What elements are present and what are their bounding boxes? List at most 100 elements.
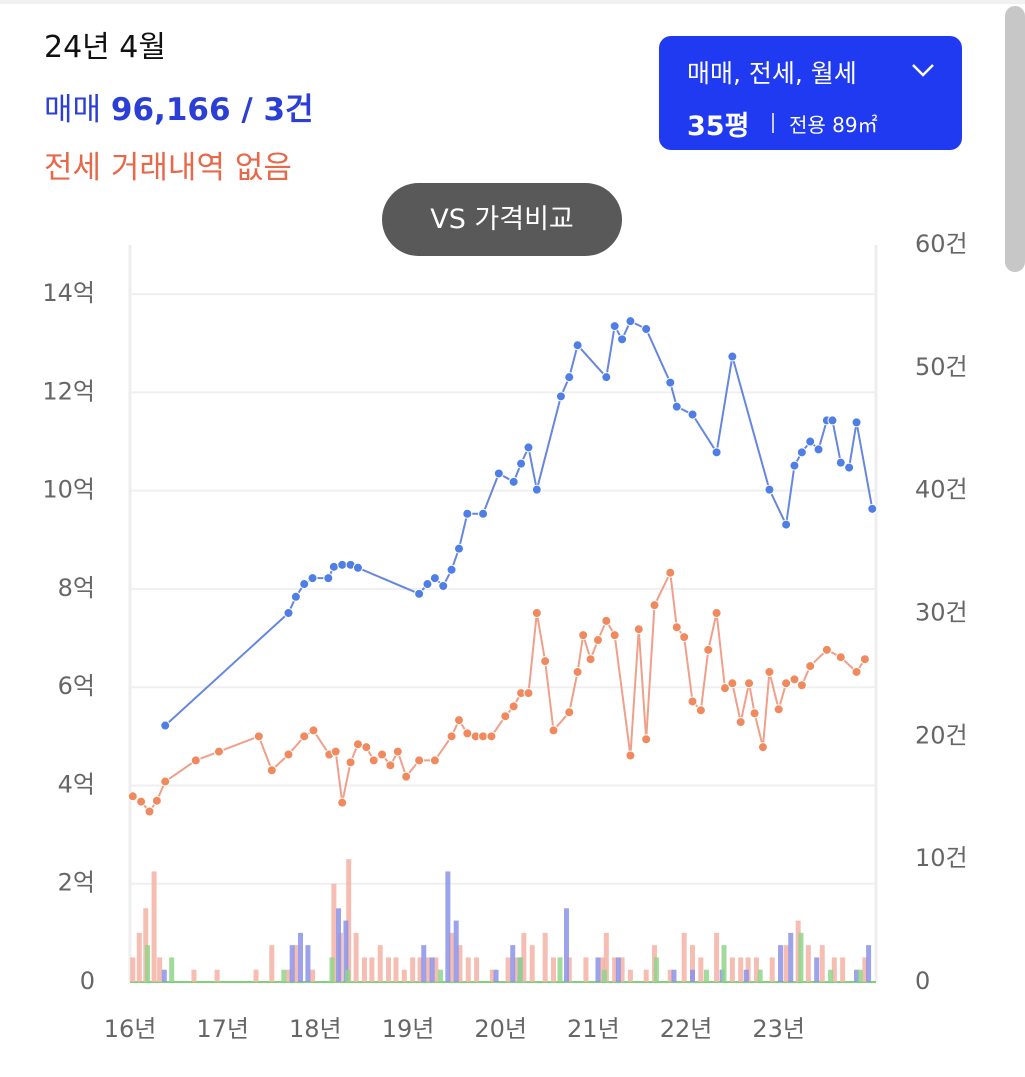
price-dot [160, 776, 171, 787]
price-dot [385, 760, 396, 771]
price-dot [531, 484, 542, 495]
volume-bar [529, 945, 535, 982]
volume-bar [429, 957, 435, 982]
price-dot [352, 562, 363, 573]
price-dot [500, 711, 511, 722]
volume-bar [329, 957, 335, 982]
y2-tick-label: 10건 [915, 844, 968, 872]
x-tick-label: 17년 [196, 1015, 249, 1043]
price-dot [851, 666, 862, 677]
compare-button[interactable]: VS 가격비교 [382, 183, 622, 256]
price-dot [711, 447, 722, 458]
volume-bar [346, 859, 352, 982]
volume-bar [557, 957, 563, 982]
volume-bar [361, 957, 367, 982]
volume-bar [619, 957, 625, 982]
price-dot [213, 746, 224, 757]
y-tick-label: 12억 [42, 377, 95, 405]
volume-bar [489, 969, 495, 982]
y-tick-label: 2억 [58, 869, 95, 897]
price-dot [361, 742, 372, 753]
filter-button[interactable]: 매매, 전세, 월세 35평 전용 89㎡ [659, 36, 962, 150]
price-dot [299, 579, 310, 590]
volume-bar [795, 920, 801, 982]
price-dot [330, 746, 341, 757]
volume-bar [798, 932, 804, 982]
sale-value: 96,166 / 3건 [110, 92, 314, 128]
price-dot [609, 321, 620, 332]
volume-bar [681, 932, 687, 982]
volume-bar [521, 932, 527, 982]
x-tick-label: 23년 [752, 1015, 805, 1043]
volume-bar [714, 932, 720, 982]
price-dot [572, 666, 583, 677]
y-tick-label: 6억 [58, 672, 95, 700]
volume-bar [601, 969, 607, 982]
price-dot [368, 755, 379, 766]
price-dot [727, 678, 738, 689]
price-dot [508, 476, 519, 487]
price-dot [744, 678, 755, 689]
volume-bar [840, 957, 846, 982]
price-dot [649, 600, 660, 611]
price-dot [523, 688, 534, 699]
price-dot [665, 377, 676, 388]
volume-bar [857, 969, 863, 982]
price-dot [453, 715, 464, 726]
volume-bar [336, 908, 342, 982]
price-dot [578, 630, 589, 641]
volume-bar [493, 969, 499, 982]
price-dot [735, 717, 746, 728]
price-dot [540, 656, 551, 667]
volume-bar [289, 945, 295, 982]
volume-bar [690, 969, 696, 982]
price-dot [867, 503, 878, 514]
price-dot [813, 444, 824, 455]
price-dot [290, 591, 301, 602]
volume-bar [627, 969, 633, 982]
price-dot [564, 372, 575, 383]
price-dot [253, 731, 264, 742]
volume-bar [369, 957, 375, 982]
price-dot [414, 588, 425, 599]
volume-bar [281, 969, 287, 982]
price-dot [601, 372, 612, 383]
price-dot [711, 608, 722, 619]
volume-bar [417, 957, 423, 982]
scrollbar[interactable] [1005, 6, 1025, 272]
y2-tick-label: 30건 [915, 599, 968, 627]
volume-bar [788, 932, 794, 982]
jeonse-summary: 전세 거래내역 없음 [44, 150, 292, 186]
price-dot [337, 559, 348, 570]
volume-bar [305, 945, 311, 982]
y2-tick-label: 40건 [915, 476, 968, 504]
price-dot [773, 704, 784, 715]
volume-bar [862, 957, 868, 982]
price-dot [307, 573, 318, 584]
price-dot [328, 561, 339, 572]
volume-bar [343, 920, 349, 982]
volume-bar [214, 969, 220, 982]
price-dot [789, 674, 800, 685]
price-dot [422, 579, 433, 590]
volume-bar [345, 969, 351, 982]
price-dot [190, 755, 201, 766]
price-dot [478, 508, 489, 519]
volume-bar [421, 945, 427, 982]
volume-bar [603, 932, 609, 982]
divider [772, 113, 774, 133]
chart: 0 2억 4억 6억 8억 10억 12억 14억 0 10건 20건 30건 40건 50건 60건 16년… [42, 230, 968, 1043]
price-dot [548, 725, 559, 736]
filter-area: 전용 89㎡ [789, 113, 878, 137]
volume-bar [753, 957, 759, 982]
price-dot [585, 654, 596, 665]
price-dot [679, 632, 690, 643]
y-tick-label: 4억 [58, 770, 95, 798]
volume-bar [410, 957, 416, 982]
volume-bar [310, 969, 316, 982]
price-dot [531, 608, 542, 619]
price-dot [453, 543, 464, 554]
volume-bar [563, 908, 569, 982]
volume-bar [377, 945, 383, 982]
